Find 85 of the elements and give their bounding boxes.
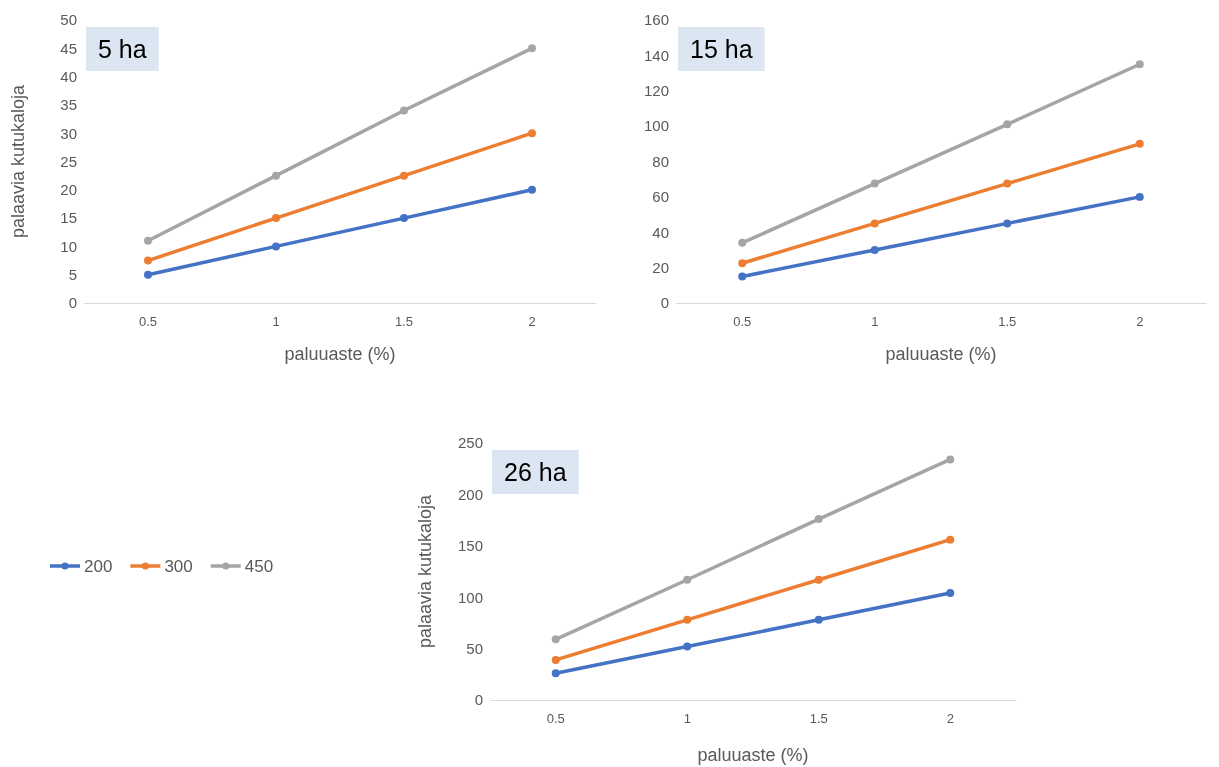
point [528, 185, 536, 194]
x-tick-label: 0.5 [546, 711, 565, 727]
point [683, 642, 692, 651]
point [683, 615, 692, 624]
point [400, 106, 408, 115]
point [814, 515, 823, 524]
point [946, 535, 955, 544]
point [1135, 192, 1144, 201]
x-axis-title: paluuaste (%) [697, 745, 809, 765]
y-axis-title: palaavia kutukaloja [8, 83, 28, 239]
x-tick-label: 1 [683, 711, 691, 727]
x-tick-label: 1.5 [809, 711, 828, 727]
y-tick-label: 150 [457, 537, 483, 555]
y-tick-label: 40 [60, 67, 77, 85]
y-tick-label: 80 [652, 152, 669, 170]
y-tick-label: 45 [60, 39, 77, 57]
point [400, 214, 408, 223]
legend-label: 450 [244, 557, 274, 576]
legend-label: 200 [84, 557, 113, 576]
y-tick-label: 50 [60, 11, 77, 29]
y-tick-label: 120 [643, 82, 669, 100]
y-tick-label: 40 [652, 223, 669, 241]
point [946, 589, 955, 598]
y-tick-label: 10 [60, 237, 77, 255]
x-axis-title: paluuaste (%) [284, 344, 396, 364]
point [144, 236, 152, 245]
annotation: 15 ha [690, 35, 753, 63]
point [272, 214, 280, 223]
y-tick-label: 100 [643, 117, 669, 135]
y-tick-label: 0 [660, 294, 669, 312]
legend-label: 300 [164, 557, 193, 576]
x-tick-label: 1 [272, 314, 280, 330]
point [1135, 60, 1144, 69]
y-tick-label: 200 [457, 485, 483, 503]
point [1135, 139, 1144, 148]
point [551, 635, 560, 644]
y-axis-title: palaavia kutukaloja [415, 493, 435, 649]
point [870, 219, 879, 228]
point [272, 171, 280, 180]
point [551, 669, 560, 678]
x-tick-label: 0.5 [733, 314, 752, 330]
x-tick-label: 2 [528, 314, 536, 330]
x-tick-label: 0.5 [138, 314, 158, 330]
x-tick-label: 1 [871, 314, 879, 330]
point [814, 615, 823, 624]
annotation: 26 ha [504, 458, 567, 486]
point [272, 242, 280, 251]
x-axis-title: paluuaste (%) [885, 344, 997, 364]
y-tick-label: 5 [68, 266, 77, 283]
y-tick-label: 0 [474, 691, 483, 709]
y-tick-label: 35 [60, 96, 77, 114]
y-tick-label: 0 [68, 294, 77, 312]
point [738, 259, 747, 268]
y-tick-label: 25 [60, 152, 77, 170]
x-tick-label: 2 [946, 711, 954, 727]
point [738, 272, 747, 281]
point [946, 455, 955, 464]
x-tick-label: 1.5 [394, 314, 414, 330]
y-tick-label: 160 [643, 11, 669, 29]
y-tick-label: 140 [643, 46, 669, 64]
y-tick-label: 30 [60, 124, 77, 142]
y-tick-label: 50 [466, 639, 483, 657]
point [528, 44, 536, 53]
x-tick-label: 1.5 [998, 314, 1017, 330]
point [1003, 219, 1012, 228]
y-tick-label: 15 [60, 209, 77, 227]
point [144, 256, 152, 265]
point [1003, 179, 1012, 188]
y-tick-label: 20 [652, 258, 669, 276]
point [528, 129, 536, 138]
point [400, 171, 408, 180]
point [870, 245, 879, 254]
point [870, 179, 879, 188]
y-tick-label: 100 [457, 588, 483, 606]
x-tick-label: 2 [1136, 314, 1144, 330]
point [738, 238, 747, 247]
point [551, 655, 560, 664]
y-tick-label: 250 [457, 434, 483, 452]
point [683, 575, 692, 584]
point [814, 575, 823, 584]
y-tick-label: 60 [652, 188, 669, 206]
point [1003, 120, 1012, 129]
point [144, 270, 152, 279]
annotation: 5 ha [98, 35, 147, 63]
y-tick-label: 20 [60, 181, 77, 199]
